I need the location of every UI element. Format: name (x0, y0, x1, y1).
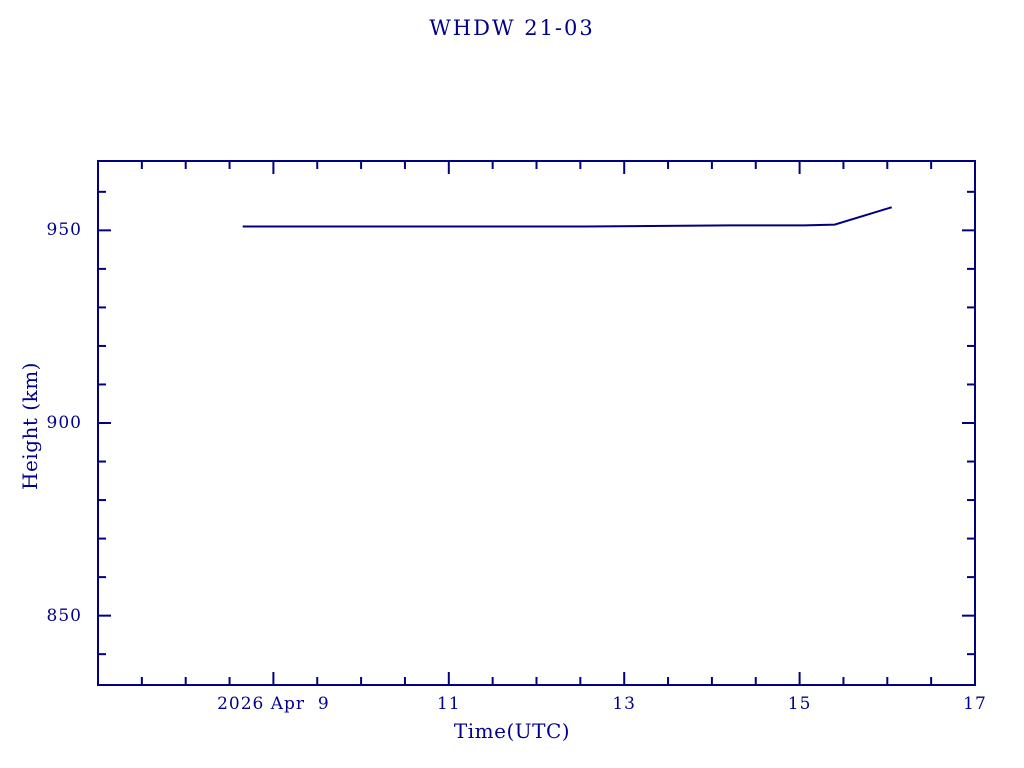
axis-ticks (97, 161, 976, 685)
x-tick-label: 11 (436, 694, 461, 714)
x-tick-label: 13 (612, 694, 637, 714)
y-tick-label: 850 (46, 605, 82, 626)
plot-frame (97, 160, 976, 686)
x-axis-title: Time(UTC) (453, 719, 571, 743)
y-tick-label: 900 (46, 413, 82, 433)
chart-title: WHDW 21-03 (429, 16, 595, 40)
x-tick-label: 15 (787, 694, 812, 714)
x-tick-label: 17 (963, 694, 987, 714)
y-tick-label: 950 (46, 220, 82, 241)
x-tick-label: 2026 Apr 9 (217, 694, 330, 714)
data-line-0 (242, 206, 892, 228)
